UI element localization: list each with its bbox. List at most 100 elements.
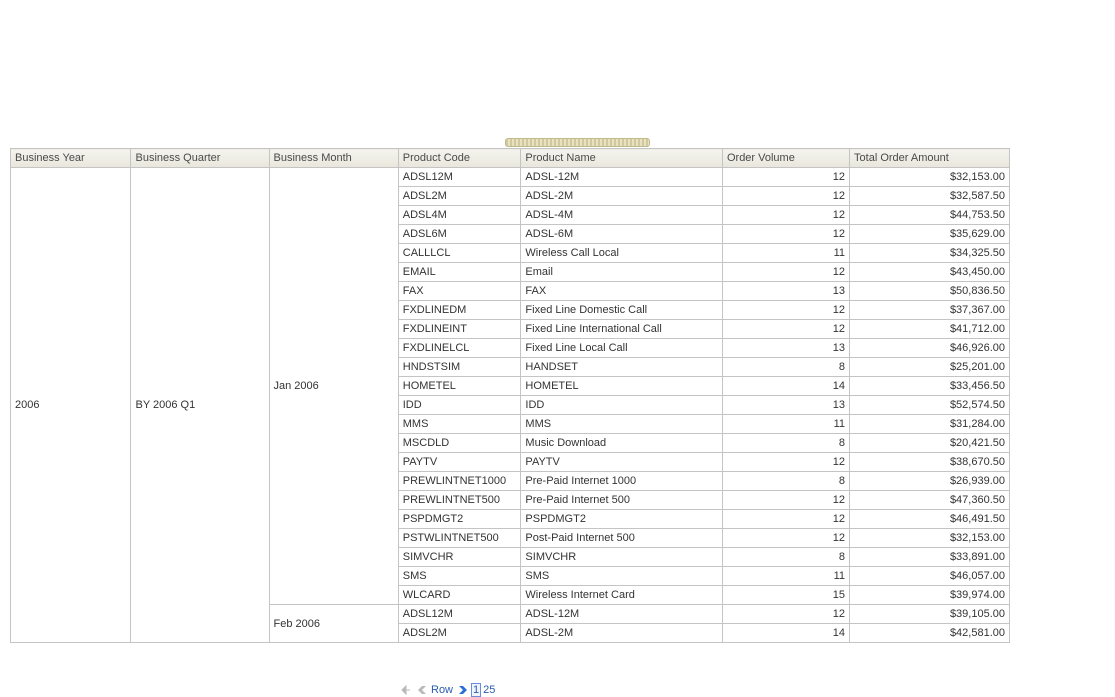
cell-total-amount: $46,491.50 — [850, 510, 1010, 529]
cell-product-code: PAYTV — [398, 453, 521, 472]
cell-order-volume: 13 — [722, 339, 849, 358]
cell-total-amount: $32,587.50 — [850, 187, 1010, 206]
pager-total-rows: 25 — [483, 684, 495, 696]
cell-product-code: FXDLINELCL — [398, 339, 521, 358]
cell-order-volume: 11 — [722, 415, 849, 434]
cell-product-name: Fixed Line International Call — [521, 320, 723, 339]
cell-product-code: FXDLINEINT — [398, 320, 521, 339]
col-header-quarter[interactable]: Business Quarter — [131, 149, 269, 168]
cell-product-name: Pre-Paid Internet 1000 — [521, 472, 723, 491]
cell-product-name: Wireless Internet Card — [521, 586, 723, 605]
cell-total-amount: $39,105.00 — [850, 605, 1010, 624]
col-header-total-amount[interactable]: Total Order Amount — [850, 149, 1010, 168]
cell-product-name: PSPDMGT2 — [521, 510, 723, 529]
cell-product-code: PREWLINTNET500 — [398, 491, 521, 510]
cell-product-name: FAX — [521, 282, 723, 301]
col-header-year[interactable]: Business Year — [11, 149, 131, 168]
cell-product-name: Wireless Call Local — [521, 244, 723, 263]
cell-total-amount: $32,153.00 — [850, 529, 1010, 548]
cell-order-volume: 13 — [722, 396, 849, 415]
col-header-product-code[interactable]: Product Code — [398, 149, 521, 168]
cell-product-code: HNDSTSIM — [398, 358, 521, 377]
cell-order-volume: 14 — [722, 624, 849, 643]
cell-product-code: ADSL4M — [398, 206, 521, 225]
col-header-month[interactable]: Business Month — [269, 149, 398, 168]
cell-product-name: HOMETEL — [521, 377, 723, 396]
cell-product-name: SIMVCHR — [521, 548, 723, 567]
cell-product-code: ADSL12M — [398, 605, 521, 624]
cell-product-name: ADSL-6M — [521, 225, 723, 244]
cell-total-amount: $33,456.50 — [850, 377, 1010, 396]
cell-order-volume: 8 — [722, 548, 849, 567]
cell-total-amount: $42,581.00 — [850, 624, 1010, 643]
cell-product-name: Fixed Line Local Call — [521, 339, 723, 358]
cell-product-name: Fixed Line Domestic Call — [521, 301, 723, 320]
cell-product-code: FAX — [398, 282, 521, 301]
cell-total-amount: $46,926.00 — [850, 339, 1010, 358]
cell-product-name: HANDSET — [521, 358, 723, 377]
cell-product-code: ADSL6M — [398, 225, 521, 244]
cell-product-code: ADSL12M — [398, 168, 521, 187]
cell-product-name: Music Download — [521, 434, 723, 453]
table-header-row: Business Year Business Quarter Business … — [11, 149, 1010, 168]
cell-product-code: IDD — [398, 396, 521, 415]
cell-business-quarter: BY 2006 Q1 — [131, 168, 269, 643]
cell-order-volume: 8 — [722, 358, 849, 377]
cell-product-name: ADSL-4M — [521, 206, 723, 225]
cell-business-year: 2006 — [11, 168, 131, 643]
cell-product-name: SMS — [521, 567, 723, 586]
cell-product-name: IDD — [521, 396, 723, 415]
cell-total-amount: $31,284.00 — [850, 415, 1010, 434]
cell-product-name: PAYTV — [521, 453, 723, 472]
cell-product-code: PSTWLINTNET500 — [398, 529, 521, 548]
cell-product-name: Post-Paid Internet 500 — [521, 529, 723, 548]
cell-product-code: HOMETEL — [398, 377, 521, 396]
cell-total-amount: $35,629.00 — [850, 225, 1010, 244]
cell-order-volume: 12 — [722, 320, 849, 339]
cell-product-name: Pre-Paid Internet 500 — [521, 491, 723, 510]
col-header-order-volume[interactable]: Order Volume — [722, 149, 849, 168]
cell-total-amount: $38,670.50 — [850, 453, 1010, 472]
cell-product-code: PSPDMGT2 — [398, 510, 521, 529]
pager-current-row[interactable]: 1 — [471, 683, 481, 697]
row-pager: Row 1 25 — [399, 683, 495, 697]
cell-product-code: SMS — [398, 567, 521, 586]
cell-order-volume: 12 — [722, 453, 849, 472]
cell-total-amount: $39,974.00 — [850, 586, 1010, 605]
cell-total-amount: $50,836.50 — [850, 282, 1010, 301]
cell-product-code: SIMVCHR — [398, 548, 521, 567]
cell-product-code: MMS — [398, 415, 521, 434]
cell-total-amount: $47,360.50 — [850, 491, 1010, 510]
cell-order-volume: 12 — [722, 187, 849, 206]
cell-product-name: ADSL-12M — [521, 605, 723, 624]
cell-product-name: ADSL-2M — [521, 624, 723, 643]
report-table-container: Business Year Business Quarter Business … — [10, 148, 1010, 643]
cell-order-volume: 12 — [722, 301, 849, 320]
cell-order-volume: 12 — [722, 263, 849, 282]
cell-total-amount: $26,939.00 — [850, 472, 1010, 491]
cell-product-name: ADSL-12M — [521, 168, 723, 187]
cell-product-code: ADSL2M — [398, 624, 521, 643]
cell-order-volume: 11 — [722, 567, 849, 586]
cell-product-code: ADSL2M — [398, 187, 521, 206]
pager-next-icon[interactable] — [455, 683, 469, 697]
cell-order-volume: 15 — [722, 586, 849, 605]
column-resize-handle[interactable] — [505, 138, 650, 147]
col-header-product-name[interactable]: Product Name — [521, 149, 723, 168]
pager-prev-icon[interactable] — [415, 683, 429, 697]
table-row[interactable]: 2006 BY 2006 Q1 Jan 2006 ADSL12M ADSL-12… — [11, 168, 1010, 187]
pager-first-icon[interactable] — [399, 683, 413, 697]
cell-order-volume: 11 — [722, 244, 849, 263]
cell-total-amount: $25,201.00 — [850, 358, 1010, 377]
cell-product-code: EMAIL — [398, 263, 521, 282]
cell-order-volume: 14 — [722, 377, 849, 396]
cell-product-name: Email — [521, 263, 723, 282]
cell-order-volume: 13 — [722, 282, 849, 301]
cell-product-code: CALLLCL — [398, 244, 521, 263]
cell-order-volume: 8 — [722, 472, 849, 491]
cell-business-month: Feb 2006 — [269, 605, 398, 643]
cell-total-amount: $41,712.00 — [850, 320, 1010, 339]
cell-product-code: MSCDLD — [398, 434, 521, 453]
cell-total-amount: $32,153.00 — [850, 168, 1010, 187]
cell-total-amount: $43,450.00 — [850, 263, 1010, 282]
